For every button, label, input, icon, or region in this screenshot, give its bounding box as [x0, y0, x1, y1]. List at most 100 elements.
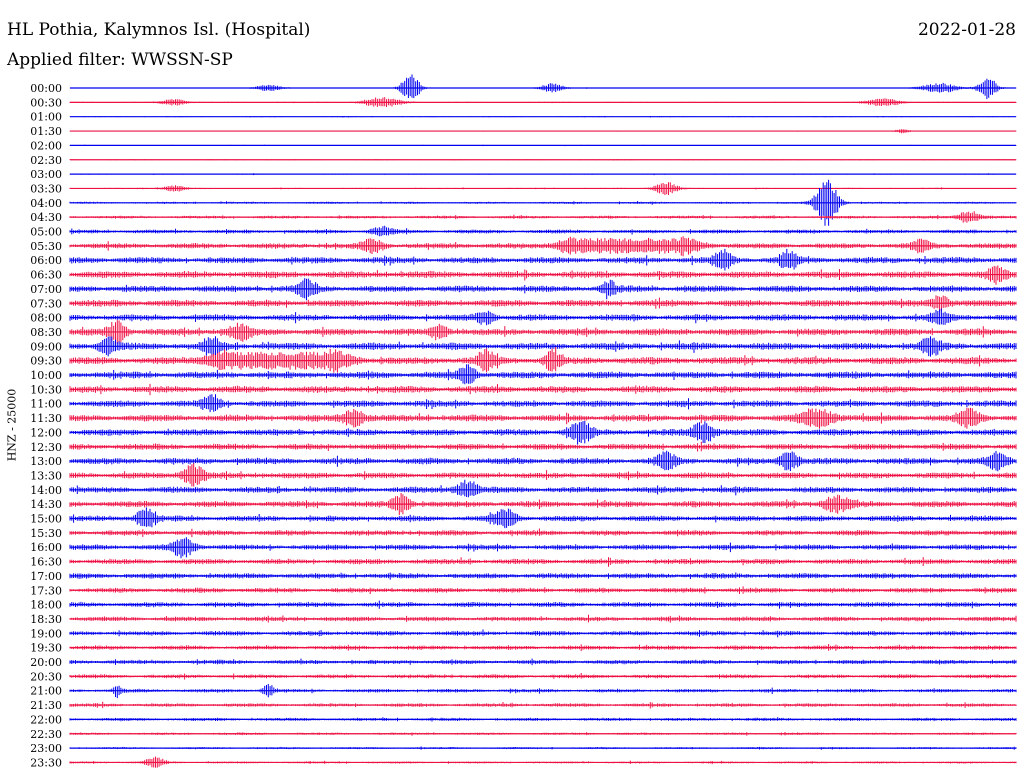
trace-0030 [69, 97, 1017, 107]
trace-1630 [69, 557, 1017, 567]
time-tick-label: 01:30 [30, 125, 62, 138]
time-tick-label: 21:30 [30, 699, 62, 712]
filter-label: Applied filter: WWSSN-SP [7, 50, 233, 70]
time-tick-label: 20:00 [30, 656, 62, 669]
trace-0500 [69, 225, 1017, 237]
time-tick-label: 23:30 [30, 756, 62, 769]
time-tick-label: 12:00 [30, 426, 62, 439]
trace-2330 [69, 756, 1017, 768]
time-tick-label: 13:00 [30, 455, 62, 468]
trace-0530 [69, 236, 1017, 257]
time-tick-label: 13:30 [30, 469, 62, 482]
time-tick-label: 08:00 [30, 312, 62, 325]
time-tick-label: 22:30 [30, 728, 62, 741]
time-tick-label: 17:00 [30, 570, 62, 583]
trace-0700 [69, 278, 1017, 301]
time-tick-label: 04:30 [30, 211, 62, 224]
trace-1430 [69, 493, 1017, 516]
trace-1300 [69, 450, 1017, 472]
trace-1400 [69, 479, 1017, 498]
trace-1230 [69, 441, 1017, 452]
time-tick-label: 06:00 [30, 254, 62, 267]
time-tick-label: 08:30 [30, 326, 62, 339]
trace-2130 [69, 701, 1017, 709]
time-tick-label: 15:30 [30, 527, 62, 540]
trace-1700 [69, 572, 1017, 580]
time-tick-label: 19:30 [30, 642, 62, 655]
trace-0830 [69, 320, 1017, 344]
time-tick-label: 00:00 [30, 82, 62, 95]
time-tick-label: 18:30 [30, 613, 62, 626]
trace-0930 [69, 347, 1017, 373]
trace-0400 [69, 179, 1017, 226]
trace-1800 [69, 600, 1017, 609]
trace-0230 [69, 159, 1017, 161]
trace-1330 [69, 463, 1017, 487]
time-tick-label: 07:30 [30, 297, 62, 310]
time-tick-label: 15:00 [30, 513, 62, 526]
time-tick-label: 22:00 [30, 713, 62, 726]
time-tick-label: 21:00 [30, 685, 62, 698]
time-tick-label: 11:30 [30, 412, 62, 425]
time-tick-label: 18:00 [30, 599, 62, 612]
time-tick-label: 02:30 [30, 154, 62, 167]
time-tick-label: 06:30 [30, 269, 62, 282]
trace-1530 [69, 528, 1017, 538]
trace-0000 [69, 74, 1017, 100]
trace-1030 [69, 383, 1017, 396]
trace-0330 [69, 182, 1017, 195]
time-tick-label: 14:00 [30, 484, 62, 497]
trace-1600 [69, 537, 1017, 559]
time-tick-label: 05:00 [30, 226, 62, 239]
time-tick-label: 16:30 [30, 556, 62, 569]
trace-1130 [69, 407, 1017, 429]
time-tick-label: 09:00 [30, 340, 62, 353]
trace-2230 [69, 732, 1017, 736]
trace-1200 [69, 421, 1017, 445]
station-title: HL Pothia, Kalymnos Isl. (Hospital) [7, 20, 311, 40]
time-tick-label: 09:30 [30, 355, 62, 368]
trace-2200 [69, 717, 1017, 722]
time-tick-label: 14:30 [30, 498, 62, 511]
time-tick-label: 07:00 [30, 283, 62, 296]
trace-0200 [69, 144, 1017, 147]
trace-1500 [69, 507, 1017, 529]
time-tick-label: 03:30 [30, 182, 62, 195]
trace-1930 [69, 644, 1017, 652]
trace-1100 [69, 394, 1017, 413]
time-tick-label: 04:00 [30, 197, 62, 210]
trace-2000 [69, 658, 1017, 666]
time-tick-label: 10:30 [30, 383, 62, 396]
time-tick-label: 10:00 [30, 369, 62, 382]
trace-0800 [69, 308, 1017, 326]
date-label: 2022-01-28 [917, 20, 1016, 40]
trace-1000 [69, 364, 1017, 385]
trace-0430 [69, 211, 1017, 223]
trace-2100 [69, 684, 1017, 699]
time-tick-label: 11:00 [30, 398, 62, 411]
trace-0130 [69, 129, 1017, 134]
trace-0100 [69, 116, 1017, 118]
trace-0600 [69, 248, 1017, 271]
trace-0300 [69, 173, 1017, 176]
time-tick-label: 16:00 [30, 541, 62, 554]
time-tick-label: 12:30 [30, 441, 62, 454]
time-tick-label: 20:30 [30, 670, 62, 683]
time-tick-label: 03:00 [30, 168, 62, 181]
trace-0900 [69, 336, 1017, 357]
trace-2030 [69, 673, 1017, 680]
trace-1830 [69, 614, 1017, 623]
time-tick-label: 01:00 [30, 111, 62, 124]
trace-0730 [69, 295, 1017, 312]
trace-1900 [69, 629, 1017, 638]
time-tick-label: 19:00 [30, 627, 62, 640]
time-tick-label: 00:30 [30, 96, 62, 109]
trace-2300 [69, 746, 1017, 750]
time-tick-label: 05:30 [30, 240, 62, 253]
time-tick-label: 17:30 [30, 584, 62, 597]
time-tick-label: 23:00 [30, 742, 62, 755]
time-tick-label: 02:00 [30, 139, 62, 152]
trace-1730 [69, 586, 1017, 594]
trace-0630 [69, 265, 1017, 285]
